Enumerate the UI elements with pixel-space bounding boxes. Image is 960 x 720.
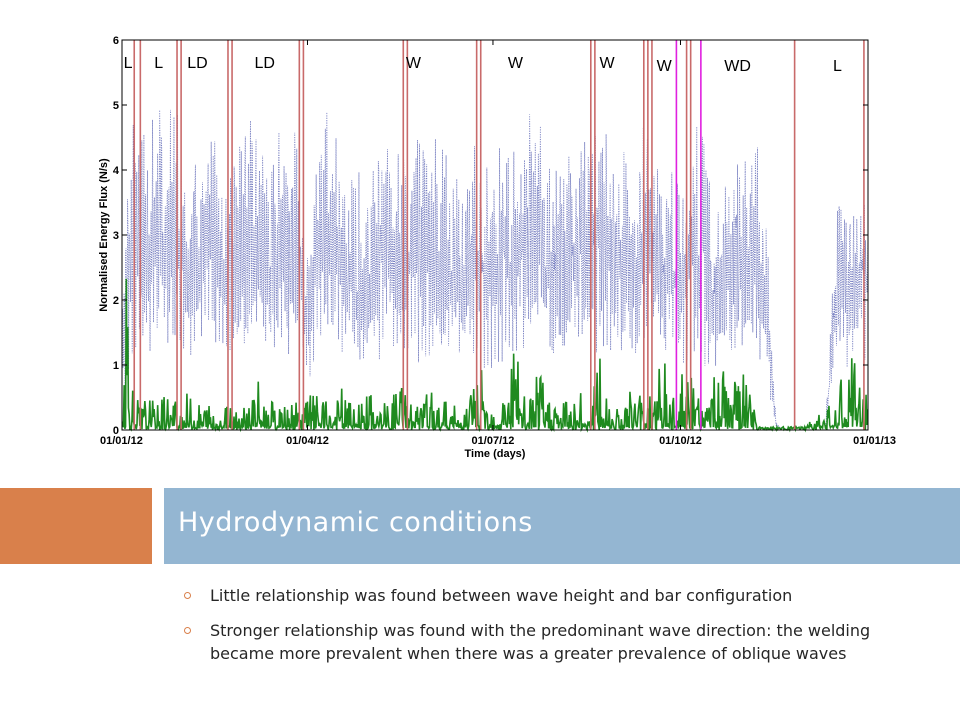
phase-label: W (508, 55, 524, 72)
y-tick-label: 1 (113, 360, 119, 372)
phase-label: W (657, 58, 673, 75)
series-line-blue-dotted (121, 109, 869, 431)
plot-area: 0 1 2 3 4 5 6 01/01/12 01/04/12 01/07/12 01/10/12 0… (98, 35, 896, 460)
x-tick-label: 01/10/12 (659, 435, 702, 447)
phase-label: LD (187, 55, 207, 72)
x-tick-label: 01/04/12 (286, 435, 329, 447)
y-tick-label: 5 (113, 100, 119, 112)
y-tick-label: 0 (113, 425, 119, 437)
bullet-list: Little relationship was found between wa… (184, 584, 904, 677)
accent-box (0, 488, 152, 564)
y-tick-label: 4 (113, 165, 120, 177)
phase-label: W (600, 55, 616, 72)
x-axis-label: Time (days) (465, 448, 526, 460)
y-tick-label: 6 (113, 35, 119, 47)
series-line-green (121, 278, 869, 433)
x-tick-label: 01/01/13 (853, 435, 896, 447)
x-tick-label: 01/07/12 (472, 435, 515, 447)
energy-flux-chart: 0 1 2 3 4 5 6 01/01/12 01/04/12 01/07/12 01/10/12 0… (98, 35, 896, 460)
phase-label: L (124, 55, 133, 72)
phase-label: W (406, 55, 422, 72)
circle-bullet-icon (184, 592, 191, 599)
bullet-text: Stronger relationship was found with the… (210, 621, 871, 663)
y-tick-label: 3 (113, 230, 119, 242)
y-axis-label: Normalised Energy Flux (N/s) (98, 158, 110, 312)
slide-title: Hydrodynamic conditions (178, 507, 533, 538)
phase-label: L (154, 55, 163, 72)
bullet-item: Stronger relationship was found with the… (184, 619, 904, 665)
y-tick-label: 2 (113, 295, 119, 307)
title-band: Hydrodynamic conditions (0, 488, 960, 564)
phase-label: LD (254, 55, 274, 72)
bullet-item: Little relationship was found between wa… (184, 584, 904, 607)
phase-label: L (833, 58, 842, 75)
circle-bullet-icon (184, 627, 191, 634)
title-box: Hydrodynamic conditions (164, 488, 960, 564)
bullet-text: Little relationship was found between wa… (210, 586, 793, 605)
x-tick-label: 01/01/12 (100, 435, 143, 447)
phase-label: WD (724, 58, 751, 75)
